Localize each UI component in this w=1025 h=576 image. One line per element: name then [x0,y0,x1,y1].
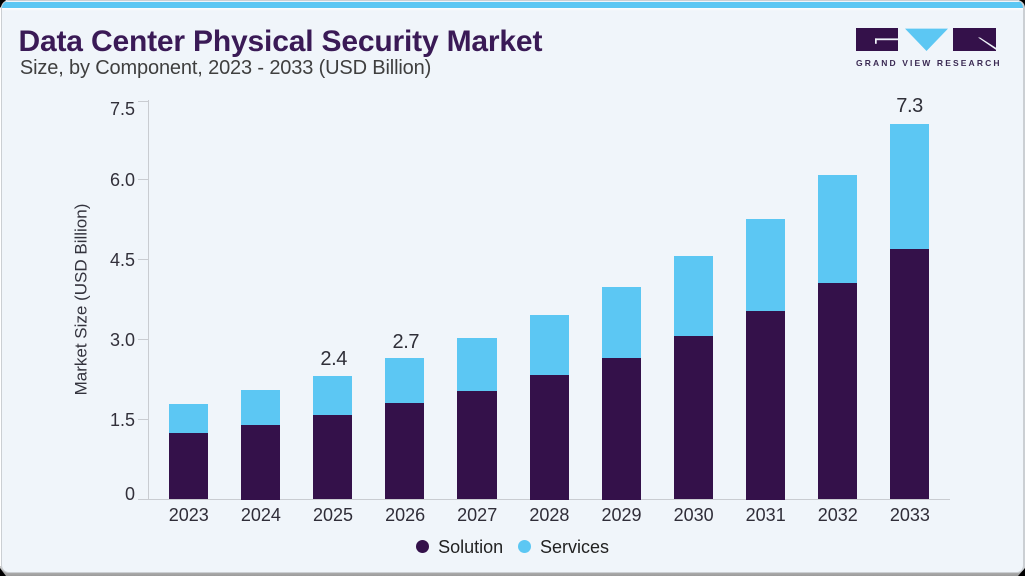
svg-text:GRAND VIEW RESEARCH: GRAND VIEW RESEARCH [856,58,1001,68]
